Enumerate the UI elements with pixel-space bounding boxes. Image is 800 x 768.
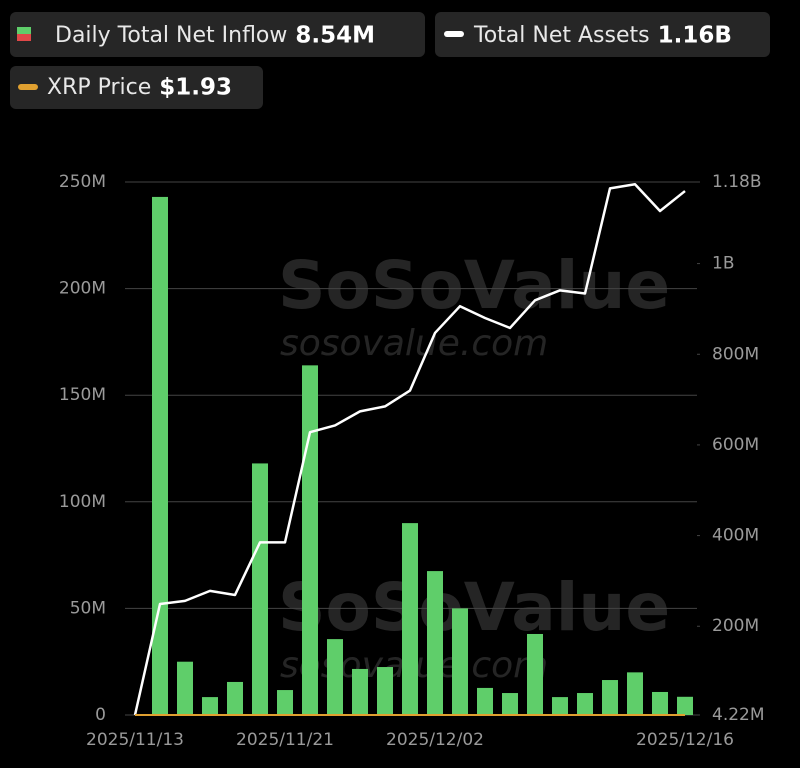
watermark-text: SoSoValue bbox=[278, 569, 670, 646]
bar bbox=[502, 693, 518, 715]
bar bbox=[252, 463, 268, 715]
y-tick-label: 200M bbox=[59, 279, 106, 299]
line bbox=[133, 183, 686, 716]
y2-tick-label: 800M bbox=[712, 344, 759, 364]
bar bbox=[177, 661, 193, 715]
bar bbox=[352, 668, 368, 715]
bar bbox=[677, 696, 693, 715]
legend-icon bbox=[17, 27, 31, 34]
y-tick-label: 150M bbox=[59, 385, 106, 405]
bar bbox=[427, 571, 443, 715]
legend-pill bbox=[10, 66, 263, 109]
bar bbox=[477, 687, 493, 715]
y2-tick-label: 400M bbox=[712, 526, 759, 546]
y2-tick-label: 600M bbox=[712, 435, 759, 455]
bar bbox=[202, 697, 218, 715]
y-tick-label: 0 bbox=[95, 705, 106, 725]
y-tick-label: 50M bbox=[70, 598, 106, 618]
y2-tick-label: 200M bbox=[712, 616, 759, 636]
y2-tick-label: 4.22M bbox=[712, 705, 765, 725]
y-tick-label: 100M bbox=[59, 492, 106, 512]
legend-value: 8.54M bbox=[295, 23, 375, 49]
x-tick-label: 2025/11/13 bbox=[86, 730, 184, 750]
legend-label: Daily Total Net Inflow bbox=[55, 23, 287, 48]
bar bbox=[302, 365, 318, 715]
x-tick-label: 2025/12/02 bbox=[386, 730, 484, 750]
bar bbox=[227, 681, 243, 715]
bar bbox=[452, 608, 468, 715]
legend-value: 1.16B bbox=[658, 23, 732, 49]
watermark-text: SoSoValue bbox=[278, 247, 670, 324]
legend-pill bbox=[435, 12, 770, 57]
legend-label: XRP Price bbox=[47, 75, 151, 100]
bar bbox=[402, 523, 418, 715]
y-tick-label: 250M bbox=[59, 172, 106, 192]
legend-icon bbox=[444, 31, 464, 37]
legend-icon bbox=[17, 34, 31, 41]
x-tick-label: 2025/11/21 bbox=[236, 730, 334, 750]
bar bbox=[527, 633, 543, 715]
bar bbox=[652, 691, 668, 715]
legend-icon bbox=[18, 84, 38, 90]
bar bbox=[577, 693, 593, 715]
bar bbox=[552, 697, 568, 715]
bar bbox=[277, 690, 293, 715]
y2-tick-label: 1B bbox=[712, 254, 734, 274]
legend-pill bbox=[10, 12, 425, 57]
legend-label: Total Net Assets bbox=[473, 23, 650, 48]
watermark-text: sosovalue.com bbox=[280, 323, 548, 364]
bar bbox=[327, 639, 343, 715]
bar bbox=[152, 196, 168, 715]
watermark: SoSoValue sosovalue.com SoSoValue sosova… bbox=[278, 247, 670, 686]
bar bbox=[627, 672, 643, 715]
y2-tick-label: 1.18B bbox=[712, 172, 762, 192]
x-tick-label: 2025/12/16 bbox=[636, 730, 734, 750]
legend-value: $1.93 bbox=[159, 75, 232, 101]
bar bbox=[602, 680, 618, 715]
bar bbox=[377, 667, 393, 715]
